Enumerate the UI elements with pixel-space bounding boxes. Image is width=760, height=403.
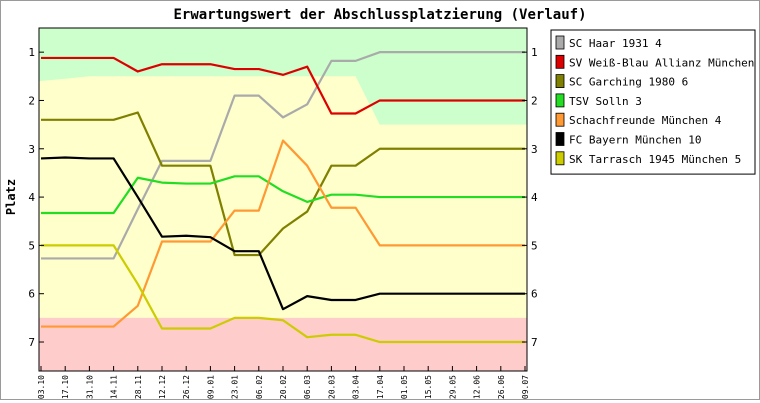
x-tick-label: 17.04 [376, 375, 385, 399]
y-tick-label: 4 [28, 191, 35, 204]
x-tick-label: 09.07 [521, 375, 530, 399]
series-line-1 [41, 51, 525, 260]
legend-entry: FC Bayern München 10 [569, 134, 701, 147]
x-tick-label: 09.01 [206, 375, 215, 399]
right-y-ticks: 1 2 3 4 5 6 7 [522, 46, 538, 349]
x-tick-label: 12.06 [473, 375, 482, 399]
series-line-4 [41, 175, 525, 215]
x-tick-label: 12.12 [158, 375, 167, 399]
x-ticks: 03.10 17.10 31.10 14.11 28.11 12.12 26.12 09.01… [37, 366, 530, 399]
x-tick-label: 03.04 [352, 375, 361, 399]
legend-swatch [555, 132, 565, 146]
left-y-ticks: 1 2 3 4 5 6 7 [28, 46, 44, 349]
series-line-7 [41, 244, 525, 344]
y-tick-label-right: 1 [531, 46, 538, 59]
x-tick-label: 15.05 [424, 375, 433, 399]
y-tick-label-right: 4 [531, 191, 538, 204]
legend-entry: SC Garching 1980 6 [569, 76, 688, 89]
y-tick-label: 7 [28, 336, 35, 349]
series-lines [40, 51, 525, 344]
y-tick-label: 1 [28, 46, 35, 59]
x-tick-label: 03.10 [37, 375, 46, 399]
legend-swatch [555, 74, 565, 88]
y-tick-label-right: 7 [531, 336, 538, 349]
legend-swatch [555, 151, 565, 166]
x-tick-label: 17.10 [61, 375, 70, 399]
legend-entry: SC Haar 1931 4 [569, 37, 662, 50]
legend-entry: Schachfreunde München 4 [569, 114, 722, 127]
legend-box [550, 29, 756, 175]
y-tick-label-right: 6 [531, 288, 538, 301]
legend-entry: TSV Solln 3 [569, 95, 642, 108]
x-tick-label: 01.05 [400, 375, 409, 399]
series-line-5 [41, 139, 525, 328]
legend-entry: SK Tarrasch 1945 München 5 [569, 153, 741, 166]
y-tick-label: 3 [28, 143, 35, 156]
series-line-3 [41, 111, 525, 257]
x-tick-label: 28.11 [134, 375, 143, 399]
legend-swatch [555, 112, 565, 127]
x-tick-label: 06.02 [255, 375, 264, 399]
y-tick-label: 6 [28, 288, 35, 301]
x-tick-label: 06.03 [303, 375, 312, 399]
y-tick-label: 2 [28, 94, 35, 107]
x-tick-label: 26.06 [497, 375, 506, 399]
x-tick-label: 20.03 [327, 375, 336, 399]
x-tick-label: 26.12 [182, 375, 191, 399]
y-tick-label-right: 3 [531, 143, 538, 156]
x-tick-label: 20.02 [279, 375, 288, 399]
y-tick-label-right: 2 [531, 94, 538, 107]
y-tick-label-right: 5 [531, 239, 538, 252]
x-tick-label: 23.01 [231, 375, 240, 399]
legend-swatch [555, 35, 565, 50]
chart-title: Erwartungswert der Abschlussplatzierung … [173, 7, 586, 23]
legend-entry: SV Weiß-Blau Allianz München 1 [569, 56, 759, 69]
y-tick-label: 5 [28, 239, 35, 252]
legend-swatch [555, 93, 565, 108]
x-tick-label: 14.11 [110, 375, 119, 399]
series-line-6 [40, 156, 525, 311]
series-line-2 [41, 56, 525, 115]
zone-bands [39, 28, 527, 371]
legend: SC Haar 1931 4 SV Weiß-Blau Allianz Münch… [550, 29, 760, 175]
zone-relegation [39, 317, 527, 371]
y-axis-label: Platz [4, 179, 18, 215]
legend-swatch [555, 54, 565, 69]
x-tick-label: 31.10 [85, 375, 94, 399]
x-tick-label: 29.05 [448, 375, 457, 399]
